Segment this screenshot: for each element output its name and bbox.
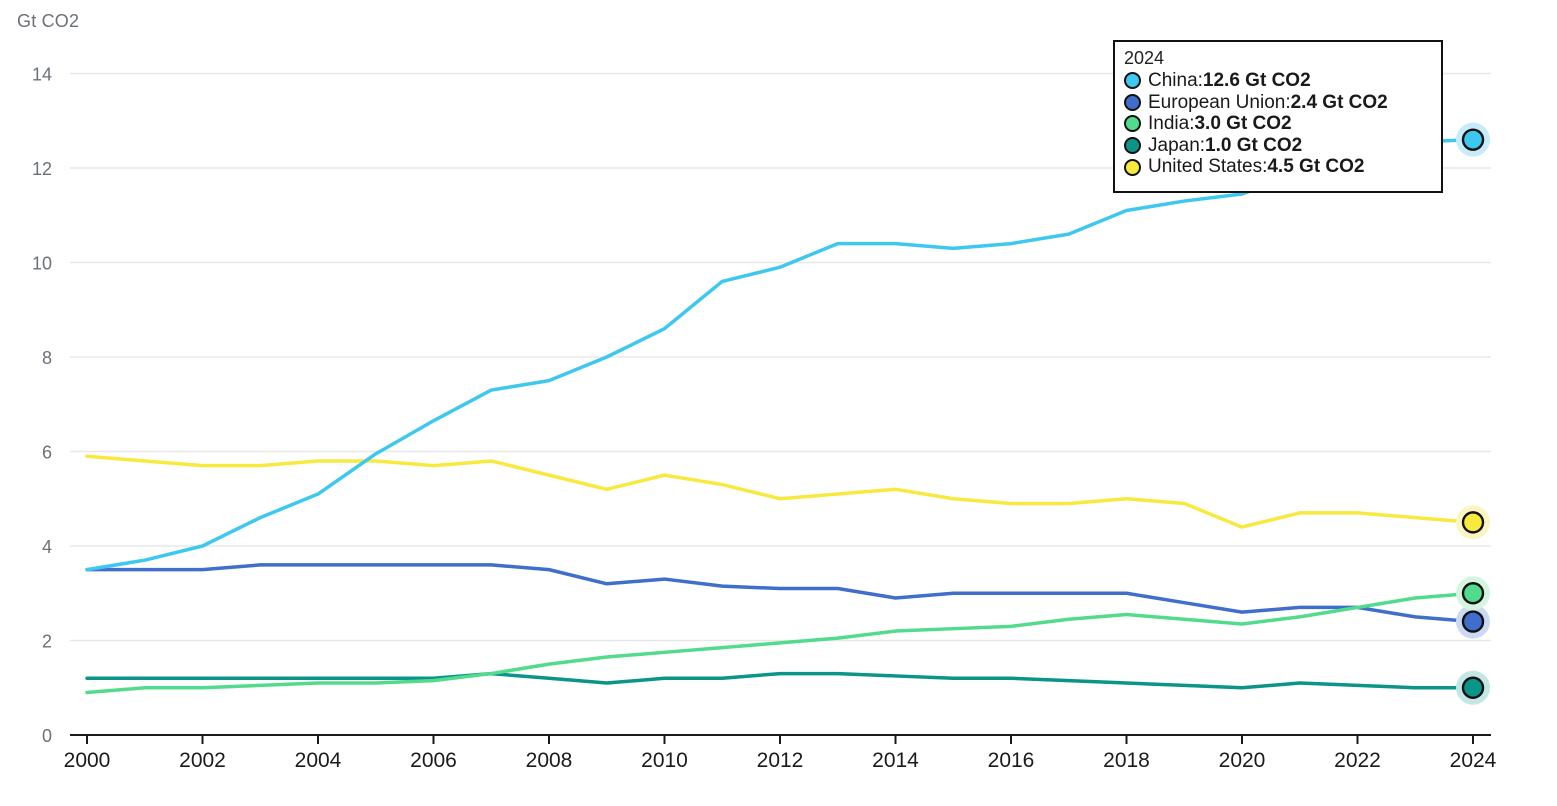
y-axis-unit-label: Gt CO2 bbox=[17, 11, 80, 31]
series-color-dot-china bbox=[1124, 72, 1141, 90]
x-axis-tick-label: 2004 bbox=[295, 749, 342, 772]
x-axis-tick-label: 2000 bbox=[64, 749, 111, 772]
tooltip-series-label: China: bbox=[1148, 70, 1203, 91]
tooltip-series-value: 1.0 Gt CO2 bbox=[1205, 134, 1303, 156]
tooltip-series-value: 3.0 Gt CO2 bbox=[1194, 113, 1292, 135]
y-axis-tick-label: 12 bbox=[32, 159, 52, 179]
x-axis-tick-label: 2024 bbox=[1450, 749, 1497, 772]
x-axis-tick-label: 2022 bbox=[1334, 749, 1381, 772]
series-end-marker-india[interactable] bbox=[1461, 582, 1485, 605]
y-axis-tick-label: 14 bbox=[32, 65, 52, 85]
tooltip-row: United States: 4.5 Gt CO2 bbox=[1124, 156, 1431, 178]
series-color-dot-united-states bbox=[1124, 158, 1141, 176]
x-axis-tick-label: 2020 bbox=[1219, 749, 1266, 772]
tooltip-series-value: 12.6 Gt CO2 bbox=[1202, 70, 1311, 91]
x-axis-tick-label: 2016 bbox=[988, 749, 1035, 772]
y-axis-tick-label: 4 bbox=[42, 537, 52, 557]
tooltip-row: European Union: 2.4 Gt CO2 bbox=[1124, 92, 1431, 114]
tooltip-series-label: Japan: bbox=[1148, 134, 1206, 156]
x-axis-tick-label: 2014 bbox=[872, 749, 919, 772]
x-axis-tick-label: 2010 bbox=[641, 749, 688, 772]
series-color-dot-european-union bbox=[1124, 93, 1141, 111]
x-axis-tick-label: 2018 bbox=[1103, 749, 1150, 772]
series-line-european-union[interactable] bbox=[85, 563, 1475, 624]
x-axis-tick-label: 2002 bbox=[179, 749, 226, 772]
tooltip-series-label: European Union: bbox=[1148, 91, 1291, 113]
tooltip-series-label: United States: bbox=[1148, 156, 1268, 178]
y-axis-tick-label: 8 bbox=[42, 348, 52, 368]
tooltip-row: Japan: 1.0 Gt CO2 bbox=[1124, 135, 1431, 157]
y-axis-tick-label: 6 bbox=[42, 443, 52, 463]
x-axis-tick-label: 2006 bbox=[410, 749, 457, 772]
x-axis-tick-label: 2008 bbox=[526, 749, 573, 772]
hover-tooltip: 2024 China: 12.6 Gt CO2 European Union: 2… bbox=[1113, 40, 1443, 193]
y-axis-tick-label: 2 bbox=[42, 632, 52, 652]
series-line-india[interactable] bbox=[85, 591, 1475, 695]
series-line-china[interactable] bbox=[85, 137, 1475, 572]
x-axis-tick-label: 2012 bbox=[757, 749, 804, 772]
series-color-dot-japan bbox=[1124, 137, 1141, 155]
y-axis-tick-label: 10 bbox=[32, 254, 52, 274]
series-color-dot-india bbox=[1124, 115, 1141, 133]
tooltip-row: China: 12.6 Gt CO2 bbox=[1124, 70, 1431, 92]
series-line-united-states[interactable] bbox=[85, 454, 1475, 529]
tooltip-rows: China: 12.6 Gt CO2 European Union: 2.4 Gt… bbox=[1124, 70, 1431, 178]
tooltip-row: India: 3.0 Gt CO2 bbox=[1124, 113, 1431, 135]
series-end-marker-china[interactable] bbox=[1461, 128, 1485, 151]
tooltip-series-value: 4.5 Gt CO2 bbox=[1267, 156, 1365, 178]
series-end-marker-united-states[interactable] bbox=[1461, 511, 1485, 534]
series-end-marker-european-union[interactable] bbox=[1461, 610, 1485, 633]
y-axis-tick-label: 0 bbox=[42, 726, 52, 746]
tooltip-series-value: 2.4 Gt CO2 bbox=[1290, 91, 1388, 113]
series-end-marker-japan[interactable] bbox=[1461, 676, 1485, 699]
tooltip-year: 2024 bbox=[1124, 48, 1165, 68]
series-line-japan[interactable] bbox=[85, 671, 1475, 690]
tooltip-series-label: India: bbox=[1148, 113, 1195, 135]
